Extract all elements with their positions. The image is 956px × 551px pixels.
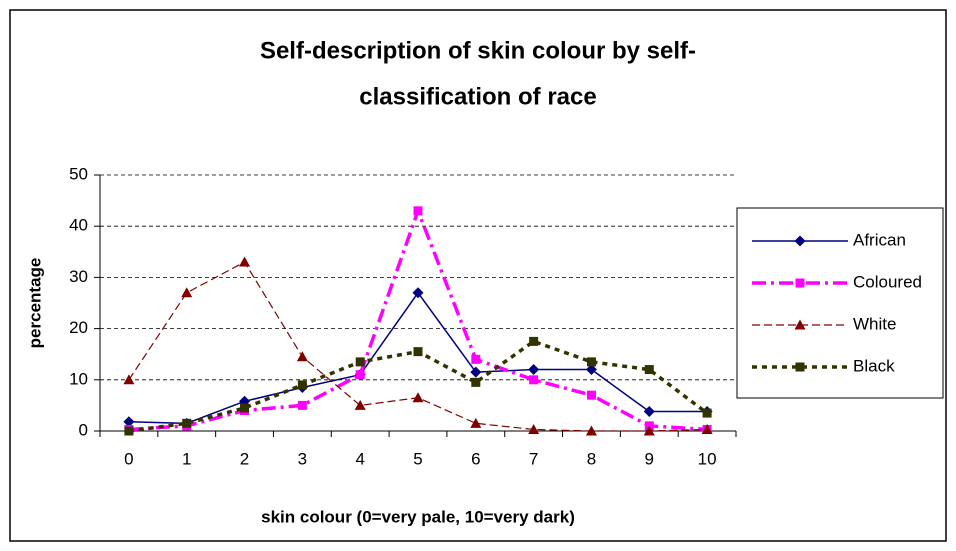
point: [643, 406, 655, 418]
point: [794, 235, 806, 247]
chart-title: classification of race: [359, 83, 596, 110]
x-tick-label: 1: [182, 449, 191, 468]
point: [355, 357, 365, 367]
point: [470, 366, 482, 378]
point: [412, 392, 424, 403]
point: [586, 357, 596, 367]
point: [702, 408, 712, 418]
point: [123, 374, 135, 385]
point: [795, 362, 805, 372]
x-tick-label: 6: [471, 449, 480, 468]
chart-title: Self-description of skin colour by self-: [260, 37, 696, 64]
legend-label: Black: [853, 356, 895, 375]
y-tick-label: 30: [69, 267, 88, 286]
point: [413, 347, 423, 357]
legend-label: African: [853, 230, 906, 249]
x-tick-label: 3: [298, 449, 307, 468]
x-tick-label: 9: [645, 449, 654, 468]
point: [701, 423, 713, 434]
y-tick-label: 0: [79, 420, 88, 439]
x-tick-label: 0: [124, 449, 133, 468]
point: [528, 364, 540, 376]
point: [471, 377, 481, 387]
y-tick-label: 40: [69, 216, 88, 235]
x-tick-label: 5: [413, 449, 422, 468]
x-tick-label: 8: [587, 449, 596, 468]
point: [470, 417, 482, 428]
point: [471, 354, 481, 364]
point: [528, 423, 540, 434]
point: [795, 278, 805, 288]
point: [412, 287, 424, 299]
x-tick-label: 2: [240, 449, 249, 468]
point: [297, 400, 307, 410]
point: [644, 365, 654, 375]
x-axis-title: skin colour (0=very pale, 10=very dark): [261, 507, 575, 526]
legend-label: Coloured: [853, 272, 922, 291]
point: [354, 399, 366, 410]
point: [413, 206, 423, 216]
legend-label: White: [853, 314, 896, 333]
y-tick-label: 10: [69, 369, 88, 388]
y-axis-title: percentage: [25, 258, 44, 349]
point: [182, 418, 192, 428]
point: [124, 426, 134, 436]
point: [181, 287, 193, 298]
point: [529, 375, 539, 385]
x-tick-label: 7: [529, 449, 538, 468]
point: [239, 256, 251, 267]
point: [643, 425, 655, 436]
point: [585, 364, 597, 376]
point: [297, 380, 307, 390]
point: [240, 403, 250, 413]
x-tick-label: 10: [698, 449, 717, 468]
y-tick-label: 20: [69, 318, 88, 337]
point: [296, 351, 308, 362]
y-tick-label: 50: [69, 164, 88, 183]
point: [123, 416, 135, 428]
point: [355, 370, 365, 380]
point: [529, 336, 539, 346]
point: [794, 319, 806, 330]
point: [586, 390, 596, 400]
x-tick-label: 4: [355, 449, 364, 468]
legend-box: [736, 207, 944, 399]
point: [585, 425, 597, 436]
